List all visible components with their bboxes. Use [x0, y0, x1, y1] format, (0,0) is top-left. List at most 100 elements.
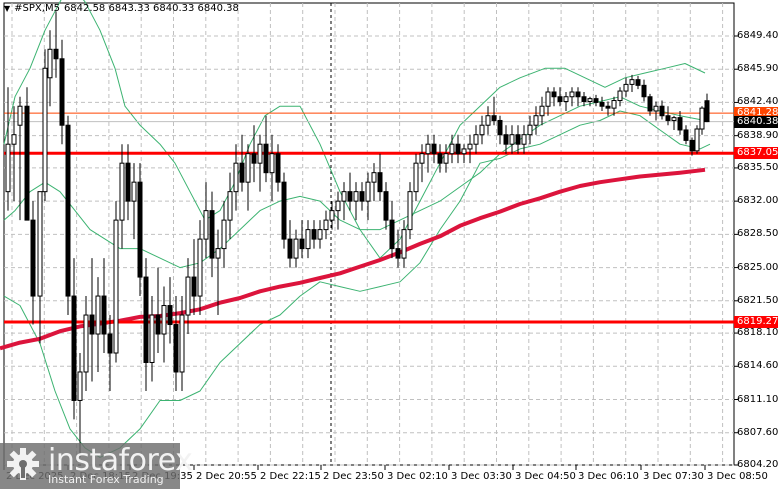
- candle-bear: [65, 124, 71, 297]
- candle-bull: [617, 90, 623, 102]
- time-label: 3 Dec 08:50: [707, 471, 768, 482]
- candle-bear: [209, 210, 215, 259]
- candle-bull: [527, 124, 533, 136]
- candle-bear: [125, 162, 131, 202]
- price-label: 6835.50: [737, 161, 779, 173]
- price-label: 6814.60: [737, 360, 779, 372]
- candle-bull: [305, 229, 311, 250]
- candle-bear: [704, 100, 710, 123]
- candle-bear: [359, 191, 365, 202]
- candle-bull: [221, 219, 227, 250]
- candle-bull: [323, 219, 329, 231]
- candle-bear: [53, 48, 59, 60]
- candle-bull: [539, 105, 545, 117]
- candle-bull: [699, 107, 705, 130]
- candle-bear: [683, 129, 689, 141]
- candle-bull: [131, 181, 137, 202]
- candle-bear: [599, 101, 605, 107]
- candle-bull: [479, 124, 485, 136]
- price-tag: 6840.38: [734, 115, 778, 128]
- candle-bear: [497, 119, 503, 136]
- candle-bear: [173, 324, 179, 373]
- candle-bear: [311, 229, 317, 240]
- candle-bull: [95, 295, 101, 335]
- triangle-down-icon[interactable]: ▼: [4, 4, 11, 13]
- instaforex-watermark: instaforex Instant Forex Trading: [0, 443, 193, 489]
- candle-bull: [485, 115, 491, 126]
- time-label: 3 Dec 02:10: [387, 471, 448, 482]
- candle-bull: [407, 191, 413, 231]
- candle-bull: [233, 162, 239, 193]
- candle-bear: [491, 115, 497, 121]
- candle-bull: [425, 143, 431, 155]
- candle-bull: [42, 67, 48, 193]
- candle-bull: [545, 91, 551, 107]
- candle-bear: [503, 134, 509, 145]
- candle-bear: [89, 314, 95, 335]
- candle-bear: [71, 295, 77, 401]
- candle-bull: [119, 162, 125, 221]
- candle-bull: [371, 172, 377, 183]
- candle-bear: [647, 96, 653, 112]
- candle-bear: [665, 115, 671, 121]
- candle-bull: [563, 96, 569, 102]
- candle-bull: [161, 305, 167, 335]
- candle-bull: [179, 314, 185, 373]
- candle-bull: [269, 153, 275, 174]
- ohlc-values: 6842.58 6843.33 6840.33 6840.38: [63, 3, 239, 14]
- price-label: 6832.00: [737, 195, 779, 207]
- candle-bull: [629, 79, 635, 85]
- candle-bull: [113, 219, 119, 354]
- candle-bear: [30, 219, 36, 297]
- price-label: 6838.90: [737, 129, 779, 141]
- time-label: 3 Dec 07:30: [643, 471, 704, 482]
- price-label: 6818.10: [737, 327, 779, 339]
- candle-bear: [263, 143, 269, 174]
- candle-bull: [149, 314, 155, 363]
- candle-bull: [17, 105, 23, 126]
- candle-bull: [413, 162, 419, 193]
- chart-header: ▼ #SPX,M5 6842.58 6843.33 6840.33 6840.3…: [4, 3, 239, 14]
- candle-bear: [389, 219, 395, 250]
- time-label: 3 Dec 04:50: [515, 471, 576, 482]
- candle-bear: [24, 105, 30, 221]
- bollinger-upper-line: [3, 0, 706, 259]
- symbol-label: #SPX,M5: [14, 3, 60, 14]
- candle-bear: [437, 153, 443, 164]
- price-label: 6821.50: [737, 294, 779, 306]
- candle-bull: [467, 143, 473, 150]
- time-label: 2 Dec 20:55: [196, 471, 257, 482]
- candle-bull: [83, 314, 89, 373]
- candle-bear: [677, 117, 683, 131]
- candle-bear: [59, 58, 65, 126]
- candle-bull: [47, 48, 53, 79]
- candle-bull: [671, 117, 677, 121]
- watermark-tagline: Instant Forex Trading: [48, 473, 164, 486]
- gear-icon: [7, 448, 39, 480]
- candle-bull: [521, 134, 527, 145]
- candle-bear: [377, 172, 383, 193]
- candle-bull: [11, 134, 17, 145]
- time-label: 2 Dec 22:15: [260, 471, 321, 482]
- candle-bull: [227, 191, 233, 221]
- price-tag: 6819.27: [734, 315, 778, 328]
- candle-bull: [197, 238, 203, 297]
- candle-bull: [293, 238, 299, 259]
- candle-bear: [167, 305, 173, 326]
- price-label: 6828.50: [737, 228, 779, 240]
- candle-bear: [551, 91, 557, 98]
- candle-bear: [431, 143, 437, 155]
- candle-bear: [383, 191, 389, 221]
- candle-bull: [365, 181, 371, 202]
- price-label: 6849.40: [737, 30, 779, 41]
- price-label: 6842.40: [737, 96, 779, 108]
- candle-bull: [401, 229, 407, 259]
- candle-bear: [635, 79, 641, 86]
- candle-bull: [185, 276, 191, 316]
- price-label: 6845.90: [737, 63, 779, 75]
- price-label: 6825.00: [737, 261, 779, 273]
- candle-bear: [275, 153, 281, 183]
- candle-bear: [287, 238, 293, 259]
